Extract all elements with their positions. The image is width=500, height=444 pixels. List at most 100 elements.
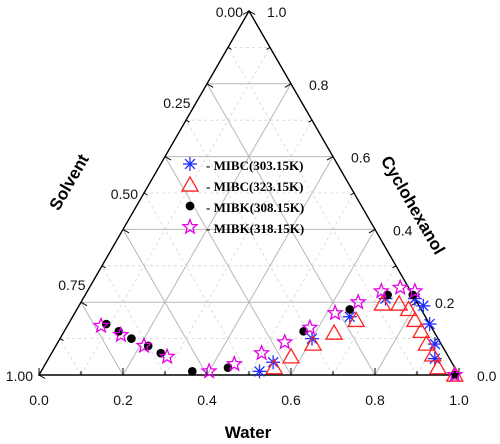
grid-line-solvent xyxy=(101,265,166,376)
water-tick-label: 1.0 xyxy=(449,392,469,408)
series-3 xyxy=(92,278,464,383)
data-point xyxy=(200,362,218,379)
cyclohexanol-tick-label: 0.4 xyxy=(393,222,413,238)
cyclohexanol-tick-label: 0.8 xyxy=(309,77,329,93)
data-point xyxy=(275,333,294,350)
star-shape xyxy=(225,354,243,372)
data-point xyxy=(417,334,436,351)
data-point xyxy=(156,348,166,358)
data-point xyxy=(346,311,366,328)
grid-line-solvent xyxy=(143,192,250,376)
circle-shape xyxy=(127,334,136,343)
circle-shape xyxy=(187,367,197,376)
star-shape xyxy=(372,282,390,299)
legend-label-mibc-323: - MIBC(323.15K) xyxy=(206,179,304,194)
circle-shape xyxy=(185,201,195,211)
triangle-shape xyxy=(346,311,366,328)
data-point xyxy=(187,367,197,376)
data-point xyxy=(112,325,130,343)
tick-mark-solvent xyxy=(143,192,148,196)
legend-marker xyxy=(180,175,200,192)
circle-shape xyxy=(156,348,166,358)
triangle-shape xyxy=(389,294,409,311)
water-axis-title: Water xyxy=(225,423,272,442)
star-shape xyxy=(446,365,464,383)
asterisk-stroke xyxy=(417,300,429,312)
data-point xyxy=(416,298,431,313)
water-tick-label: 0.0 xyxy=(29,392,49,408)
grid-line-water xyxy=(248,192,355,376)
solvent-axis-title: Solvent xyxy=(46,151,93,214)
asterisk-stroke xyxy=(254,365,265,377)
triangle-shape xyxy=(373,294,392,311)
star-shape xyxy=(349,293,367,310)
data-point xyxy=(391,278,409,296)
data-point xyxy=(423,345,442,362)
triangle-shape xyxy=(281,347,301,364)
cyclohexanol-tick-label: 0.6 xyxy=(351,150,371,166)
water-tick-label: 0.8 xyxy=(365,392,385,408)
triangle-shape xyxy=(412,321,431,339)
solvent-tick-label: 0.75 xyxy=(58,277,85,293)
tick-mark-cyclohexanol xyxy=(242,10,250,15)
grid-line-water xyxy=(416,338,439,376)
asterisk-stroke xyxy=(424,318,436,330)
data-point xyxy=(345,305,355,314)
cyclohexanol-tick-label: 0.0 xyxy=(477,368,497,384)
cyclohexanol-axis-title: Cyclohexanol xyxy=(377,153,449,258)
legend-item-mibk-308: - MIBK(308.15K) xyxy=(185,200,304,215)
triangle-shape xyxy=(303,334,323,351)
data-point xyxy=(252,344,271,361)
data-point xyxy=(373,294,392,311)
star-shape xyxy=(252,344,271,361)
series-2 xyxy=(101,290,460,380)
cyclohexanol-tick-label: 1.0 xyxy=(267,4,287,20)
tick-mark-cyclohexanol xyxy=(266,46,271,50)
data-point xyxy=(301,318,319,336)
tick-mark-solvent xyxy=(248,10,256,15)
data-point xyxy=(427,337,442,352)
water-tick-label: 0.6 xyxy=(281,392,301,408)
data-point xyxy=(135,336,153,354)
solvent-tick-label: 1.00 xyxy=(6,368,33,384)
star-shape xyxy=(326,304,344,321)
legend-label-mibc-303: - MIBC(303.15K) xyxy=(206,158,304,173)
star-shape xyxy=(275,333,294,350)
data-point xyxy=(324,323,344,340)
legend-item-mibc-303: - MIBC(303.15K) xyxy=(183,157,304,173)
water-tick-label: 0.2 xyxy=(113,392,133,408)
legend-item-mibk-318: - MIBK(318.15K) xyxy=(181,217,304,236)
tick-mark-cyclohexanol xyxy=(410,301,418,307)
star-shape xyxy=(391,278,409,296)
tick-mark-solvent xyxy=(59,338,64,342)
data-point xyxy=(281,347,301,364)
legend-label-mibk-318: - MIBK(318.15K) xyxy=(206,221,304,236)
triangle-shape xyxy=(417,334,436,351)
tick-mark-cyclohexanol xyxy=(368,228,376,234)
solvent-tick-label: 0.25 xyxy=(163,95,190,111)
cyclohexanol-tick-label: 0.2 xyxy=(435,295,455,311)
star-shape xyxy=(92,316,110,334)
grid-line-water xyxy=(374,301,418,376)
grid-line-solvent xyxy=(59,338,82,376)
legend-symbol-triangle xyxy=(180,175,200,192)
solvent-tick-label: 0.50 xyxy=(111,186,138,202)
data-point xyxy=(372,282,390,299)
triangle-shape xyxy=(428,358,448,375)
asterisk-stroke xyxy=(184,158,196,170)
tick-mark-cyclohexanol xyxy=(284,83,292,88)
star-shape xyxy=(158,347,176,365)
triangle-shape xyxy=(405,311,425,328)
data-point xyxy=(428,358,448,375)
water-tick-label: 0.4 xyxy=(197,392,217,408)
legend-item-mibc-323: - MIBC(323.15K) xyxy=(180,175,304,194)
circle-shape xyxy=(345,305,355,314)
tick-mark-cyclohexanol xyxy=(392,265,397,269)
triangle-shape xyxy=(180,175,200,192)
legend: - MIBC(303.15K) - MIBC(323.15K) - MIBK(3… xyxy=(180,157,304,236)
data-point xyxy=(127,334,136,343)
grid-line-water xyxy=(332,265,397,376)
tick-mark-solvent xyxy=(101,265,106,269)
star-shape xyxy=(135,336,153,354)
